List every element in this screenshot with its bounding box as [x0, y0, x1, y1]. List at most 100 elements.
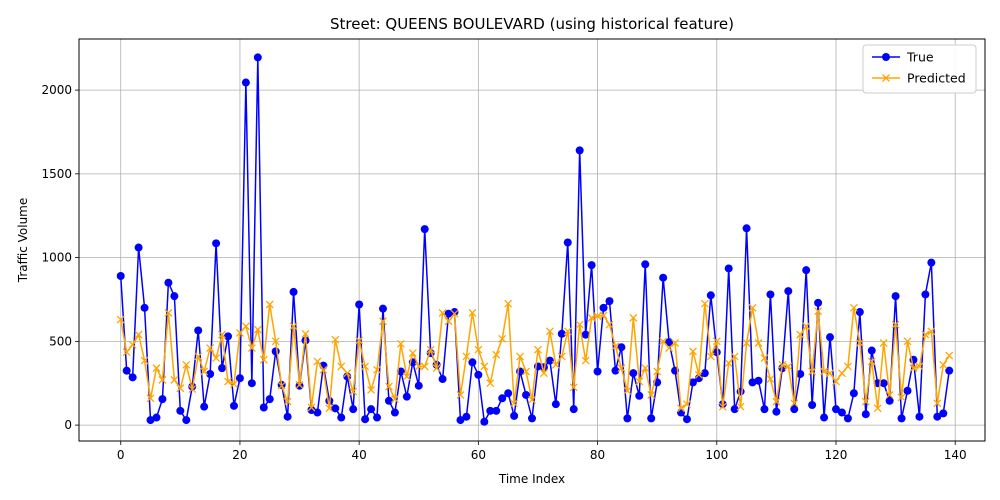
x-axis-label: Time Index — [498, 472, 565, 486]
point-true — [116, 272, 125, 281]
point-true — [247, 379, 256, 388]
legend-marker-predicted — [882, 74, 890, 82]
point-true — [474, 370, 483, 379]
point-predicted — [718, 402, 727, 411]
point-true — [212, 239, 221, 248]
point-predicted — [879, 339, 888, 347]
point-predicted — [575, 320, 584, 329]
point-true — [438, 375, 447, 384]
point-predicted — [832, 377, 840, 386]
point-true — [843, 414, 852, 423]
point-true — [837, 408, 846, 417]
point-true — [569, 405, 578, 414]
point-predicted — [480, 362, 489, 371]
point-true — [235, 374, 244, 383]
point-true — [784, 287, 793, 296]
point-predicted — [748, 303, 757, 312]
point-true — [200, 402, 209, 411]
point-true — [450, 308, 459, 317]
point-true — [486, 406, 495, 415]
point-predicted — [235, 329, 244, 337]
legend: True Predicted — [862, 44, 977, 94]
legend-marker-true — [882, 53, 890, 61]
point-true — [605, 297, 614, 306]
point-predicted — [462, 352, 471, 361]
point-predicted — [677, 404, 685, 413]
point-true — [826, 333, 835, 342]
point-predicted — [319, 365, 328, 374]
point-predicted — [814, 307, 823, 316]
point-predicted — [760, 354, 769, 363]
point-true — [760, 405, 769, 414]
point-true — [504, 389, 513, 398]
point-predicted — [867, 357, 876, 366]
point-predicted — [456, 390, 465, 399]
point-predicted — [504, 299, 513, 308]
point-true — [522, 390, 531, 399]
y-tick-label: 0 — [64, 418, 72, 432]
point-true — [396, 367, 405, 376]
point-predicted — [599, 311, 608, 320]
point-true — [134, 243, 143, 252]
point-predicted — [468, 308, 477, 317]
point-true — [885, 396, 894, 405]
point-predicted — [754, 339, 763, 347]
point-predicted — [384, 382, 393, 391]
point-predicted — [146, 394, 155, 403]
point-predicted — [283, 397, 292, 406]
point-predicted — [706, 352, 715, 361]
point-true — [420, 225, 429, 234]
point-predicted — [772, 397, 781, 406]
point-true — [724, 264, 733, 273]
point-predicted — [647, 390, 656, 399]
point-predicted — [611, 342, 620, 351]
point-predicted — [367, 385, 376, 394]
grid — [79, 39, 985, 441]
point-true — [551, 400, 560, 409]
point-true — [927, 258, 936, 267]
point-predicted — [778, 360, 787, 369]
point-true — [623, 414, 632, 423]
point-predicted — [820, 367, 829, 376]
point-predicted — [122, 348, 131, 357]
point-true — [158, 395, 167, 404]
point-predicted — [700, 299, 709, 308]
point-predicted — [921, 330, 930, 339]
point-predicted — [891, 320, 900, 329]
point-predicted — [200, 367, 209, 376]
point-predicted — [402, 372, 411, 381]
point-predicted — [140, 356, 149, 365]
point-predicted — [432, 364, 441, 373]
point-predicted — [337, 362, 346, 371]
y-axis-ticks: 0 500 1000 1500 2000 — [41, 83, 79, 432]
point-true — [766, 290, 775, 299]
point-true — [802, 266, 811, 275]
point-true — [939, 409, 948, 418]
point-true — [402, 392, 411, 401]
point-true — [498, 394, 507, 403]
point-true — [611, 366, 620, 375]
point-true — [206, 370, 215, 378]
point-predicted — [653, 367, 662, 376]
legend-label-predicted: Predicted — [907, 71, 966, 86]
x-tick-label: 40 — [352, 448, 367, 462]
point-predicted — [259, 355, 268, 364]
y-tick-label: 1500 — [41, 167, 72, 181]
point-true — [128, 373, 137, 382]
point-true — [879, 379, 888, 388]
point-true — [480, 417, 489, 426]
point-predicted — [164, 308, 173, 317]
point-true — [176, 406, 185, 415]
point-predicted — [241, 322, 250, 331]
point-predicted — [945, 351, 954, 360]
point-true — [808, 400, 817, 409]
point-true — [313, 408, 322, 417]
point-predicted — [843, 362, 852, 371]
point-true — [152, 413, 161, 422]
y-tick-label: 2000 — [41, 83, 72, 97]
point-true — [682, 415, 691, 424]
point-true — [456, 416, 465, 425]
point-true — [218, 364, 227, 373]
point-true — [677, 408, 686, 417]
